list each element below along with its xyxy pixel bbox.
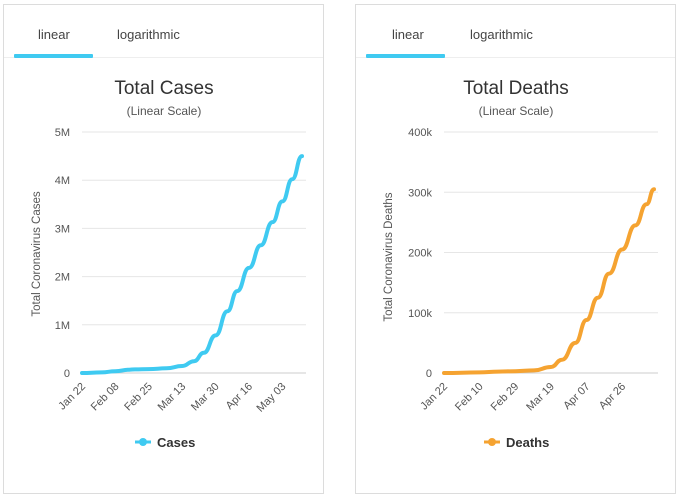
data-point[interactable] bbox=[652, 187, 656, 191]
cases-chart: Total Cases (Linear Scale) Total Coronav… bbox=[31, 78, 306, 450]
y-tick-label: 2M bbox=[55, 272, 70, 284]
data-point[interactable] bbox=[225, 309, 229, 313]
legend-marker bbox=[488, 438, 496, 446]
data-point[interactable] bbox=[147, 367, 151, 371]
x-tick-label: Feb 25 bbox=[122, 381, 155, 414]
tab-logarithmic[interactable]: logarithmic bbox=[117, 27, 180, 42]
data-point[interactable] bbox=[633, 223, 637, 227]
data-point[interactable] bbox=[442, 371, 446, 375]
y-tick-label: 0 bbox=[426, 368, 432, 380]
data-point[interactable] bbox=[180, 364, 184, 368]
data-point[interactable] bbox=[573, 341, 577, 345]
x-tick-label: Mar 13 bbox=[156, 381, 189, 414]
chart-subtitle: (Linear Scale) bbox=[127, 104, 202, 118]
y-tick-label: 200k bbox=[408, 248, 432, 260]
x-tick-label: May 03 bbox=[254, 381, 288, 415]
y-axis-label: Total Coronavirus Cases bbox=[31, 191, 43, 317]
data-point[interactable] bbox=[513, 369, 517, 373]
data-point[interactable] bbox=[214, 333, 218, 337]
legend[interactable]: Deaths bbox=[484, 435, 549, 450]
data-point[interactable] bbox=[259, 243, 263, 247]
x-tick-label: Feb 08 bbox=[89, 381, 122, 414]
data-point[interactable] bbox=[478, 370, 482, 374]
data-point[interactable] bbox=[133, 367, 137, 371]
y-tick-label: 300k bbox=[408, 187, 432, 199]
legend[interactable]: Cases bbox=[135, 435, 195, 450]
data-point[interactable] bbox=[80, 371, 84, 375]
y-tick-label: 3M bbox=[55, 223, 70, 235]
data-point[interactable] bbox=[164, 366, 168, 370]
active-tab-indicator bbox=[14, 54, 93, 58]
active-tab-indicator bbox=[366, 54, 445, 58]
data-point[interactable] bbox=[620, 247, 624, 251]
data-point[interactable] bbox=[300, 154, 304, 158]
x-tick-label: Apr 16 bbox=[224, 381, 255, 412]
data-point[interactable] bbox=[645, 202, 648, 206]
x-tick-label: Apr 26 bbox=[597, 381, 628, 412]
deaths-panel: linear logarithmic Total Deaths (Linear … bbox=[355, 4, 676, 494]
legend-label[interactable]: Cases bbox=[157, 435, 195, 450]
data-point[interactable] bbox=[280, 199, 284, 203]
series-line-cases[interactable] bbox=[80, 154, 304, 375]
y-tick-label: 4M bbox=[55, 175, 70, 187]
x-tick-label: Apr 07 bbox=[561, 381, 592, 412]
chart-title: Total Deaths bbox=[463, 78, 569, 99]
series-line-deaths[interactable] bbox=[442, 187, 656, 375]
data-point[interactable] bbox=[596, 296, 600, 300]
data-point[interactable] bbox=[235, 289, 239, 293]
data-point[interactable] bbox=[247, 266, 251, 270]
tab-linear[interactable]: linear bbox=[392, 27, 424, 42]
y-tick-label: 1M bbox=[55, 320, 70, 332]
y-tick-label: 100k bbox=[408, 308, 432, 320]
y-tick-label: 400k bbox=[408, 127, 432, 139]
data-point[interactable] bbox=[290, 177, 294, 181]
scale-tabs: linear logarithmic bbox=[4, 5, 323, 58]
y-tick-label: 5M bbox=[55, 127, 70, 139]
data-point[interactable] bbox=[202, 351, 206, 355]
chart-title: Total Cases bbox=[114, 78, 213, 99]
x-tick-label: Mar 19 bbox=[524, 381, 557, 414]
y-axis-label: Total Coronavirus Deaths bbox=[383, 192, 395, 321]
chart-subtitle: (Linear Scale) bbox=[479, 104, 554, 118]
x-tick-label: Mar 30 bbox=[189, 381, 222, 414]
cases-panel: linear logarithmic Total Cases (Linear S… bbox=[3, 4, 324, 494]
x-tick-label: Jan 22 bbox=[56, 381, 88, 413]
legend-label[interactable]: Deaths bbox=[506, 435, 549, 450]
tab-logarithmic[interactable]: logarithmic bbox=[470, 27, 533, 42]
legend-marker bbox=[139, 438, 147, 446]
tab-linear[interactable]: linear bbox=[38, 27, 70, 42]
x-tick-label: Feb 29 bbox=[489, 381, 522, 414]
data-point[interactable] bbox=[271, 220, 275, 224]
x-tick-label: Feb 10 bbox=[453, 381, 486, 414]
deaths-chart: Total Deaths (Linear Scale) Total Corona… bbox=[383, 78, 658, 450]
x-tick-label: Jan 22 bbox=[418, 381, 450, 413]
data-point[interactable] bbox=[496, 370, 500, 374]
scale-tabs: linear logarithmic bbox=[356, 5, 675, 58]
data-point[interactable] bbox=[113, 369, 117, 373]
y-tick-label: 0 bbox=[64, 368, 70, 380]
data-point[interactable] bbox=[127, 368, 131, 372]
data-point[interactable] bbox=[192, 359, 196, 363]
data-point[interactable] bbox=[532, 368, 536, 372]
data-point[interactable] bbox=[100, 370, 104, 374]
data-point[interactable] bbox=[560, 358, 564, 362]
data-point[interactable] bbox=[585, 318, 588, 322]
data-point[interactable] bbox=[607, 272, 611, 276]
data-point[interactable] bbox=[549, 365, 553, 369]
